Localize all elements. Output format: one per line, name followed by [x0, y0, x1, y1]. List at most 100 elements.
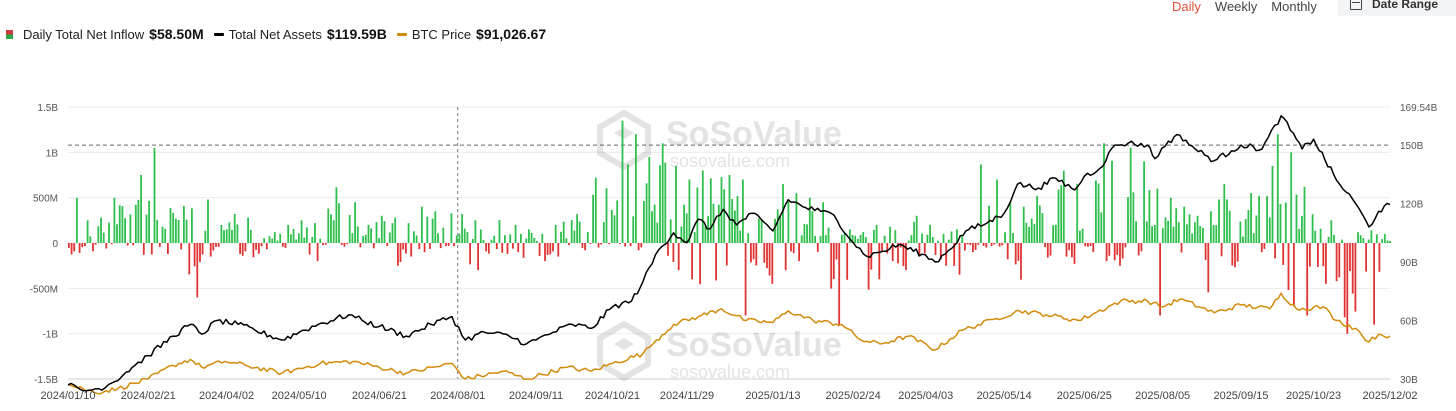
inflow-bar-positive	[263, 238, 265, 243]
legend-item-inflow[interactable]: Daily Total Net Inflow $58.50M	[6, 26, 204, 42]
chart-legend: Daily Total Net Inflow $58.50M Total Net…	[6, 26, 556, 42]
x-tick-label: 2024/01/10	[40, 390, 95, 402]
tab-weekly[interactable]: Weekly	[1214, 0, 1258, 14]
inflow-bar-negative	[958, 243, 961, 275]
inflow-bar-positive	[207, 199, 209, 243]
inflow-bar-positive	[659, 165, 661, 243]
inflow-bar-negative	[1065, 243, 1068, 257]
inflow-bar-negative	[501, 243, 504, 253]
inflow-bar-negative	[1263, 243, 1266, 249]
inflow-bar-positive	[956, 229, 958, 243]
tab-monthly[interactable]: Monthly	[1271, 0, 1317, 14]
inflow-bar-negative	[324, 243, 327, 245]
inflow-bar-negative	[1373, 243, 1375, 325]
inflow-bar-negative	[934, 243, 937, 255]
inflow-bar-positive	[645, 183, 648, 243]
y-right-tick-label: 60B	[1400, 317, 1418, 328]
inflow-bar-positive	[220, 224, 223, 243]
inflow-bar-positive	[1226, 199, 1228, 243]
inflow-bar-positive	[407, 223, 410, 243]
inflow-bar-positive	[1188, 214, 1191, 243]
btc-swatch-icon	[396, 32, 407, 36]
inflow-bar-negative	[1116, 243, 1119, 255]
inflow-bar-negative	[68, 243, 70, 248]
inflow-bar-negative	[923, 243, 926, 254]
inflow-bar-positive	[314, 223, 316, 243]
inflow-bar-positive	[1175, 208, 1178, 243]
legend-item-btc[interactable]: BTC Price $91,026.67	[396, 26, 546, 42]
legend-item-assets[interactable]: Total Net Assets $119.59B	[213, 26, 387, 42]
inflow-bar-positive	[533, 237, 536, 243]
inflow-bar-negative	[568, 243, 570, 246]
inflow-bar-negative	[322, 243, 324, 246]
inflow-bar-positive	[926, 234, 929, 243]
y-left-tick-label: -1B	[42, 330, 58, 341]
inflow-bar-negative	[1287, 243, 1290, 290]
inflow-bar-negative	[78, 243, 81, 253]
inflow-bar-positive	[731, 198, 734, 243]
inflow-bar-positive	[696, 187, 699, 243]
inflow-bar-negative	[846, 243, 849, 280]
inflow-bar-negative	[1236, 243, 1239, 262]
inflow-bar-positive	[980, 164, 982, 243]
x-tick-label: 2024/10/21	[585, 390, 640, 402]
inflow-bar-negative	[584, 243, 586, 251]
tab-daily[interactable]: Daily	[1172, 0, 1201, 14]
date-range-button[interactable]: Date Range	[1338, 0, 1456, 16]
inflow-bar-negative	[257, 243, 260, 254]
watermark-brand-text: SoSoValue	[666, 326, 842, 364]
inflow-bar-negative	[557, 243, 560, 257]
inflow-bar-positive	[1252, 233, 1255, 243]
inflow-bar-negative	[538, 243, 541, 256]
inflow-bar-positive	[1362, 238, 1365, 243]
inflow-bar-positive	[1327, 236, 1330, 243]
inflow-bar-positive	[709, 178, 712, 243]
inflow-bar-positive	[704, 224, 707, 243]
inflow-bar-negative	[1317, 243, 1319, 267]
inflow-bar-positive	[1151, 226, 1153, 243]
inflow-bar-negative	[699, 243, 701, 285]
watermark-url-text: sosovalue.com	[670, 151, 790, 171]
inflow-bar-negative	[974, 243, 977, 250]
inflow-bar-negative	[1068, 243, 1071, 251]
inflow-bar-negative	[835, 243, 838, 260]
inflow-bar-negative	[1351, 243, 1354, 294]
inflow-bar-positive	[685, 213, 688, 243]
inflow-bar-positive	[137, 199, 140, 243]
inflow-bar-negative	[284, 243, 287, 249]
inflow-bar-positive	[247, 217, 249, 243]
legend-inflow-label: Daily Total Net Inflow	[23, 26, 145, 42]
inflow-bar-negative	[405, 243, 407, 254]
inflow-bar-negative	[340, 243, 343, 245]
inflow-bar-positive	[1111, 160, 1113, 243]
inflow-bar-positive	[498, 220, 501, 243]
inflow-bar-positive	[720, 177, 723, 243]
inflow-bar-positive	[383, 221, 386, 243]
inflow-bar-negative	[399, 243, 402, 263]
inflow-bar-negative	[1354, 243, 1357, 312]
inflow-bar-negative	[1020, 243, 1022, 280]
inflow-bar-positive	[1012, 233, 1014, 243]
inflow-bar-negative	[180, 243, 183, 250]
inflow-bar-positive	[1341, 239, 1343, 243]
inflow-bar-positive	[1057, 189, 1060, 243]
inflow-bar-positive	[249, 229, 252, 243]
inflow-bar-negative	[897, 243, 899, 264]
inflow-bar-positive	[362, 235, 364, 243]
inflow-bar-positive	[442, 227, 445, 243]
inflow-bar-positive	[562, 221, 565, 243]
inflow-bar-positive	[164, 228, 167, 243]
inflow-bar-positive	[290, 234, 292, 243]
inflow-bar-positive	[664, 162, 667, 243]
inflow-bar-positive	[586, 232, 589, 243]
inflow-bar-positive	[1153, 225, 1156, 243]
inflow-bar-negative	[619, 243, 621, 244]
inflow-bar-negative	[316, 243, 319, 262]
inflow-bar-positive	[680, 226, 683, 243]
inflow-bar-positive	[124, 218, 126, 243]
inflow-bar-positive	[458, 233, 461, 243]
inflow-bar-positive	[1022, 206, 1025, 243]
inflow-bar-negative	[397, 243, 399, 266]
inflow-bar-negative	[150, 243, 153, 255]
